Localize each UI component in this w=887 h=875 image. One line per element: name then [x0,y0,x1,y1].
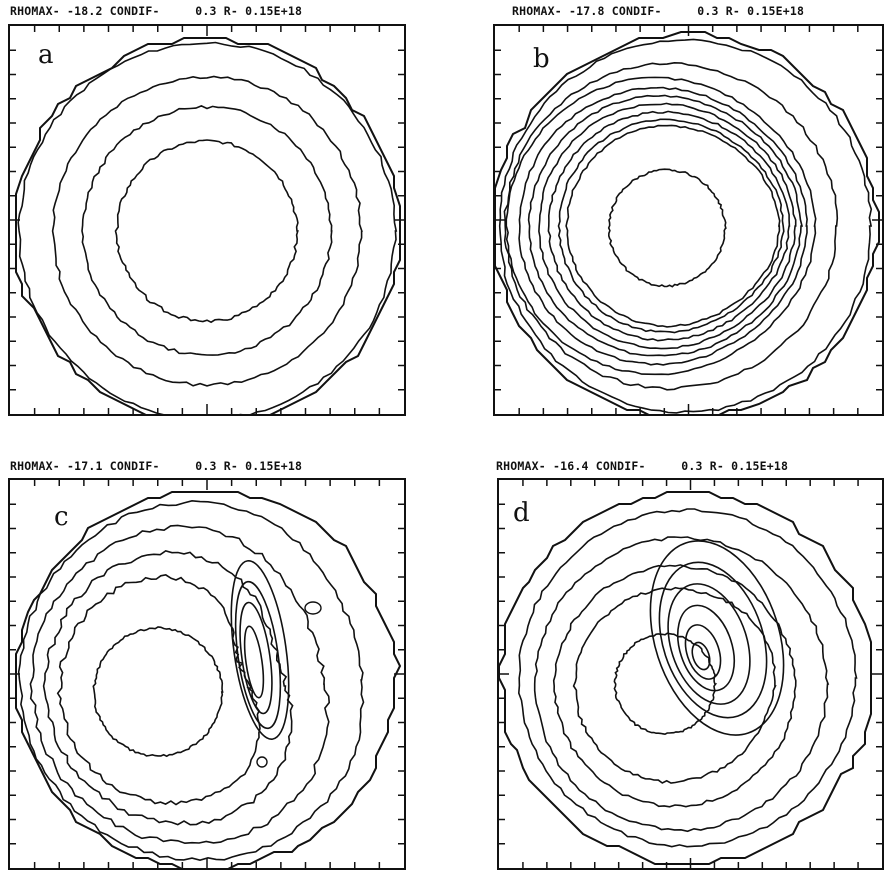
panel-a-contour-plot [10,26,404,414]
panel-a-contour-line [114,139,299,324]
panel-b-contour-line [547,110,791,342]
panel-a-plot-frame: a [8,24,406,416]
panel-c-outer-boundary [15,491,402,868]
panel-d-contour-line [517,508,858,848]
panel-d-ticks [499,480,882,868]
panel-a-contour-line [51,75,363,387]
panel-b-contour-line [557,118,785,334]
panel-b-contour-line [607,168,727,288]
panel-c-contour-line [56,574,261,806]
panel-c-contour-plot [10,480,404,868]
panel-b-label: b [533,44,550,74]
panel-b-outer-boundary [495,31,880,414]
panel-c-contour-line [92,626,224,758]
panel-b-header: RHOMAX- -17.8 CONDIF- 0.3 R- 0.15E+18 [512,4,805,18]
panel-b-contour-line [565,124,781,328]
panel-c-contour-line [29,524,331,845]
panel-c-contour-line [42,550,294,826]
panel-c-label: c [54,502,69,532]
panel-a-contour-line [81,105,333,356]
panel-b-plot-frame: b [493,24,884,416]
panel-b-contour-plot [495,26,882,414]
panel-d-plot-frame: d [497,478,884,870]
panel-d-peak-contour [691,641,711,671]
panel-b-contour-line [518,86,808,366]
panel-d-peak-contour [676,604,736,692]
panel-c-small-island [256,756,268,768]
panel-b-contour-line [498,38,873,414]
panel-d-peak-contour [684,624,722,680]
panel-d-contour-line [552,564,797,808]
panel-c-inner-lobe [234,580,282,730]
panel-a-contour-line [17,41,398,414]
panel-d-peak-contour [658,561,768,719]
panel-b-contour-line [503,61,839,391]
panel-b-contour-line [538,102,797,350]
panel-d-header: RHOMAX- -16.4 CONDIF- 0.3 R- 0.15E+18 [496,459,789,473]
panel-d-contour-line [533,536,830,833]
panel-c-contour-line [17,499,365,862]
panel-c-header: RHOMAX- -17.1 CONDIF- 0.3 R- 0.15E+18 [10,459,303,473]
panel-a-outer-boundary [15,37,401,414]
panel-a-header: RHOMAX- -18.2 CONDIF- 0.3 R- 0.15E+18 [10,4,303,18]
panel-d-outer-boundary [499,491,872,865]
panel-c-small-island [304,601,322,615]
panel-d-contour-line [572,586,777,784]
panel-d-contour-line [613,632,718,736]
panel-c-inner-lobe [230,560,290,740]
panel-b-contour-line [505,76,817,376]
panel-d-peak-contour [649,540,785,736]
panel-d-contour-plot [499,480,882,868]
panel-b-ticks [495,26,882,414]
panel-c-inner-lobe [239,601,273,715]
panel-c-inner-lobe [243,625,265,699]
panel-b-contour-line [527,94,804,357]
panel-d-label: d [513,498,530,528]
panel-c-plot-frame: c [8,478,406,870]
panel-d-peak-contour [667,583,751,705]
panel-a-label: a [38,40,54,70]
